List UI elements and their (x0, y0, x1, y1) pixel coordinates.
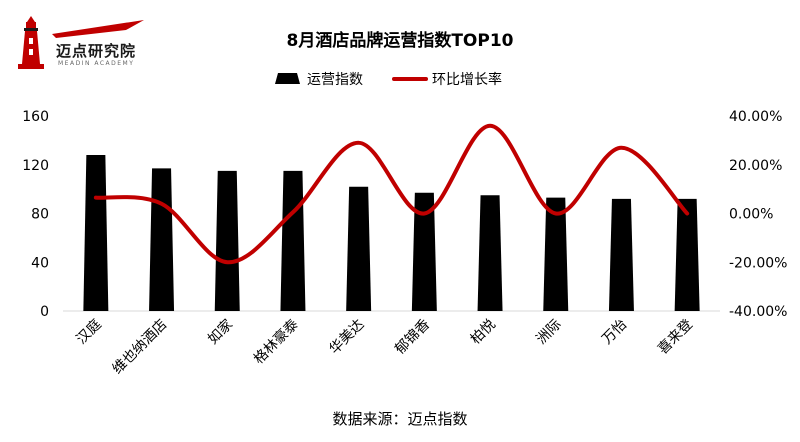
x-tick-label: 柏悦 (468, 317, 499, 348)
axes: 0 40 80 120 160 -40.00% -20.00% 0.00% 20.00% 40.0… (22, 109, 787, 320)
x-tick-label: 汉庭 (73, 316, 105, 348)
x-tick-label: 华美达 (326, 317, 367, 358)
bar-华美达 (346, 186, 372, 311)
left-y-tick-label: 120 (22, 158, 49, 174)
growth-point-格林豪泰 (291, 210, 295, 214)
right-y-tick-label: 20.00% (729, 158, 782, 174)
bar-郁锦香 (411, 192, 437, 311)
left-y-tick-label: 0 (40, 304, 49, 320)
legend-swatch-bar (275, 73, 300, 84)
x-tick-label: 喜来登 (655, 317, 696, 358)
chart-title: 8月酒店品牌运营指数TOP10 (286, 31, 514, 51)
x-tick-label: 洲际 (533, 317, 564, 348)
growth-point-华美达 (357, 141, 361, 145)
x-tick-label: 如家 (204, 316, 236, 348)
growth-point-万怡 (619, 146, 623, 150)
logo-swoosh-icon (52, 20, 144, 38)
logo-subtext: MEADIN ACADEMY (58, 60, 135, 67)
growth-point-维也纳酒店 (160, 202, 164, 206)
lighthouse-icon (18, 16, 44, 69)
growth-point-柏悦 (488, 124, 492, 128)
left-y-tick-label: 80 (31, 207, 49, 223)
growth-point-洲际 (554, 212, 558, 215)
right-y-tick-label: -20.00% (729, 255, 787, 271)
growth-rate-line (93, 123, 690, 265)
x-tick-label: 万怡 (599, 317, 630, 348)
logo-text: 迈点研究院 (56, 42, 137, 60)
growth-line (93, 123, 690, 265)
left-y-tick-label: 160 (22, 109, 49, 125)
bar-格林豪泰 (280, 170, 306, 311)
left-y-tick-label: 40 (31, 255, 49, 271)
x-tick-label: 郁锦香 (391, 316, 433, 358)
growth-point-如家 (225, 260, 229, 264)
bar-如家 (214, 170, 240, 311)
x-tick-label: 格林豪泰 (251, 317, 302, 368)
x-tick-label: 维也纳酒店 (110, 317, 171, 378)
bars (83, 155, 700, 311)
right-y-tick-label: 40.00% (729, 109, 782, 125)
growth-point-郁锦香 (422, 212, 426, 215)
source-note: 数据来源：迈点指数 (332, 410, 468, 428)
right-y-tick-label: -40.00% (729, 304, 787, 320)
bar-柏悦 (477, 195, 503, 311)
legend-label-line: 环比增长率 (432, 71, 502, 88)
bar-汉庭 (83, 155, 109, 311)
growth-point-喜来登 (685, 212, 689, 215)
growth-point-汉庭 (94, 196, 98, 200)
x-tick-labels: 汉庭 维也纳酒店 如家 格林豪泰 华美达 郁锦香 柏悦 洲际 万怡 喜来登 (73, 316, 696, 378)
legend-label-bar: 运营指数 (307, 72, 363, 88)
bar-洲际 (543, 197, 569, 311)
bar-维也纳酒店 (149, 168, 175, 311)
logo: 迈点研究院 MEADIN ACADEMY (14, 14, 154, 76)
legend: 运营指数 环比增长率 (275, 71, 502, 88)
bar-喜来登 (674, 198, 700, 311)
right-y-tick-label: 0.00% (729, 207, 773, 223)
bar-万怡 (608, 198, 634, 311)
